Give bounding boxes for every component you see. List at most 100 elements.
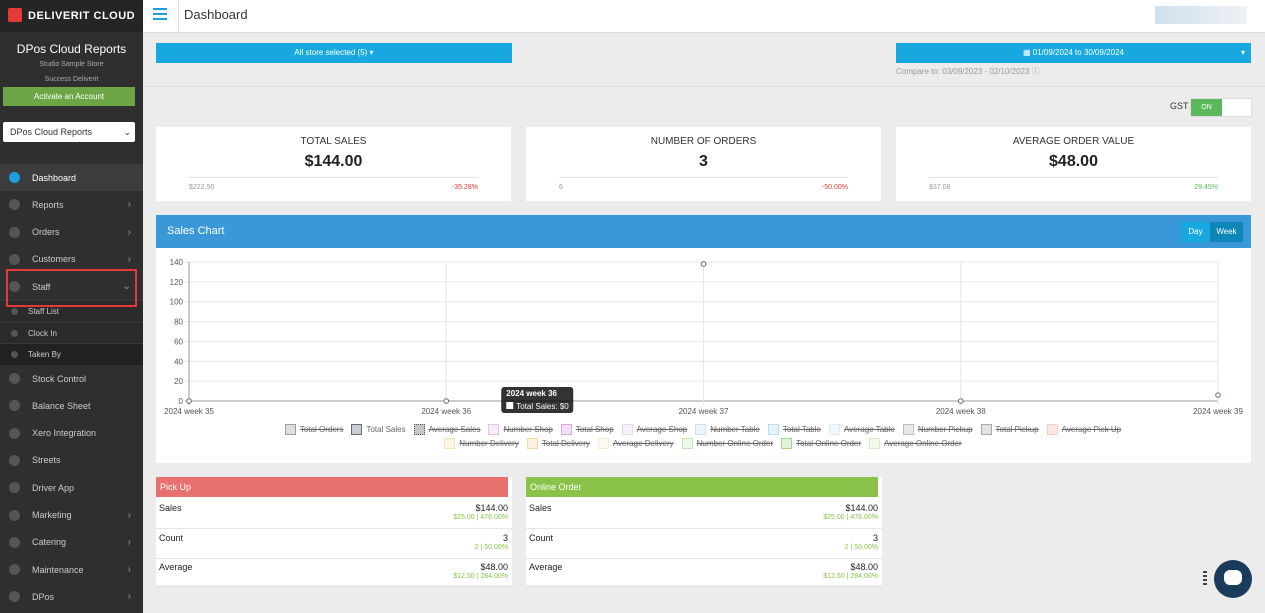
tooltip-swatch — [506, 402, 514, 409]
menu-label: Maintenance — [32, 564, 84, 575]
menu-item[interactable]: Dashboard — [0, 164, 143, 191]
report-select[interactable]: DPos Cloud Reports ⌄ — [3, 122, 135, 142]
legend-item[interactable]: Average Sales — [413, 423, 480, 435]
menu-caret: › — [127, 536, 131, 548]
gst-toggle[interactable]: ON — [1190, 98, 1252, 117]
menu-item[interactable]: Driver App — [0, 474, 143, 501]
legend-label: Total Delivery — [541, 438, 590, 448]
legend-label: Total Shop — [575, 424, 614, 434]
legend-item[interactable]: Number Pickup — [902, 423, 973, 435]
activate-button[interactable]: Activate an Account — [3, 87, 135, 106]
top-bar: Dashboard — [143, 0, 1265, 33]
menu-icon — [9, 373, 20, 384]
row-detail: 2 | 50.00% — [474, 543, 508, 551]
legend-label: Average Delivery — [612, 438, 674, 448]
chat-button[interactable] — [1214, 560, 1252, 598]
menu-item[interactable]: DPos › — [0, 583, 143, 610]
menu-item[interactable]: Orders › — [0, 219, 143, 246]
submenu-label: Taken By — [28, 350, 61, 359]
legend-item[interactable]: Average Online Order — [869, 437, 962, 449]
select-text: DPos Cloud Reports — [10, 127, 93, 137]
legend-swatch — [980, 423, 992, 435]
kpi-change: -50.00% — [821, 184, 848, 191]
menu-icon — [9, 509, 20, 521]
kpi-value: $48.00 — [1049, 153, 1098, 170]
legend-item[interactable]: Average Delivery — [597, 437, 674, 449]
menu-item[interactable]: Catering › — [0, 529, 143, 556]
kpi-rule — [189, 177, 478, 178]
legend-item[interactable]: Number Online Order — [681, 437, 774, 449]
row-detail: $12.50 | 284.00% — [823, 573, 878, 580]
menu-item[interactable]: Marketing › — [0, 502, 143, 529]
legend-item[interactable]: Average Table — [828, 423, 895, 435]
menu-item[interactable]: Customers › — [0, 246, 143, 273]
legend-label: Number Shop — [503, 424, 553, 434]
menu-icon — [9, 536, 20, 548]
menu-item[interactable]: Stock Control — [0, 365, 143, 392]
store-filter[interactable]: All store selected (5) ▾ — [156, 43, 512, 63]
legend-label: Total Sales — [366, 424, 406, 434]
row-detail: $25.00 | 476.00% — [823, 514, 878, 521]
row-label: Average — [529, 562, 563, 572]
y-tick-label: 140 — [170, 258, 184, 267]
brand-bar: DELIVERIT CLOUD — [0, 0, 143, 32]
menu-item[interactable]: Reports › — [0, 191, 143, 218]
date-filter-text: 01/09/2024 to 30/09/2024 — [1032, 48, 1124, 57]
legend-label: Number Pickup — [917, 424, 973, 434]
menu-toggle[interactable] — [153, 8, 167, 10]
menu-icon — [9, 454, 20, 466]
menu-item[interactable]: Streets — [0, 447, 143, 474]
compare-text: Compare to: 03/09/2023 - 02/10/2023 ⓘ — [896, 67, 1040, 76]
submenu-label: Staff List — [28, 307, 59, 316]
menu-icon — [9, 281, 20, 293]
menu-caret: › — [127, 253, 131, 265]
menu-icon — [9, 427, 20, 439]
legend-label: Number Online Order — [696, 438, 774, 448]
y-tick-label: 0 — [179, 397, 184, 406]
submenu-item[interactable]: Clock In — [0, 321, 143, 344]
menu-item[interactable]: Staff ⌄ — [0, 273, 143, 300]
menu-label: DPos — [32, 591, 55, 602]
day-button[interactable]: Day — [1181, 222, 1210, 242]
legend-label: Average Pick Up — [1061, 424, 1122, 434]
user-menu[interactable] — [1155, 6, 1247, 24]
store-filter-text: All store selected (5) — [294, 48, 368, 57]
legend-item[interactable]: Total Sales — [351, 423, 406, 435]
legend-item[interactable]: Total Pickup — [980, 423, 1039, 435]
chart: 0 20 40 60 80 100 120 140 2024 week 35 2024 week … — [164, 258, 1243, 416]
legend-item[interactable]: Number Table — [695, 423, 760, 435]
menu-item[interactable]: Maintenance › — [0, 556, 143, 583]
select-caret: ⌄ — [123, 127, 131, 137]
legend-label: Average Online Order — [884, 438, 962, 448]
legend-item[interactable]: Average Pick Up — [1046, 423, 1122, 435]
row-detail: $25.00 | 476.00% — [453, 514, 508, 521]
panel-header: Pick Up — [156, 477, 508, 497]
legend-item[interactable]: Total Delivery — [526, 437, 590, 449]
legend-item[interactable]: Total Online Order — [781, 437, 861, 449]
submenu-dot — [11, 351, 18, 358]
brand: DELIVERIT CLOUD — [28, 10, 136, 22]
menu-item[interactable]: Balance Sheet — [0, 392, 143, 419]
date-filter[interactable]: ▦ 01/09/2024 to 30/09/2024 ▾ — [896, 43, 1251, 63]
legend-item[interactable]: Average Shop — [621, 423, 688, 435]
menu-item[interactable]: Xero Integration — [0, 420, 143, 447]
legend-label: Average Shop — [636, 424, 688, 434]
kpi-title: TOTAL SALES — [300, 136, 367, 147]
legend-label: Average Table — [843, 424, 895, 434]
store-name: Studio Sample Store — [39, 61, 104, 68]
submenu-item[interactable]: Taken By — [0, 343, 143, 365]
row-label: Sales — [159, 503, 182, 513]
legend-item[interactable]: Number Shop — [488, 423, 553, 435]
legend-item[interactable]: Total Shop — [560, 423, 614, 435]
highlight-box — [6, 269, 137, 307]
legend-item[interactable]: Total Orders — [284, 423, 343, 435]
legend-item[interactable]: Number Delivery — [444, 437, 519, 449]
menu-caret: › — [127, 226, 131, 238]
legend-item[interactable]: Total Table — [767, 423, 821, 435]
week-button[interactable]: Week — [1210, 222, 1243, 242]
legend-label: Number Delivery — [459, 438, 519, 448]
row-detail: $12.50 | 284.00% — [453, 573, 508, 580]
submenu-dot — [11, 329, 18, 337]
